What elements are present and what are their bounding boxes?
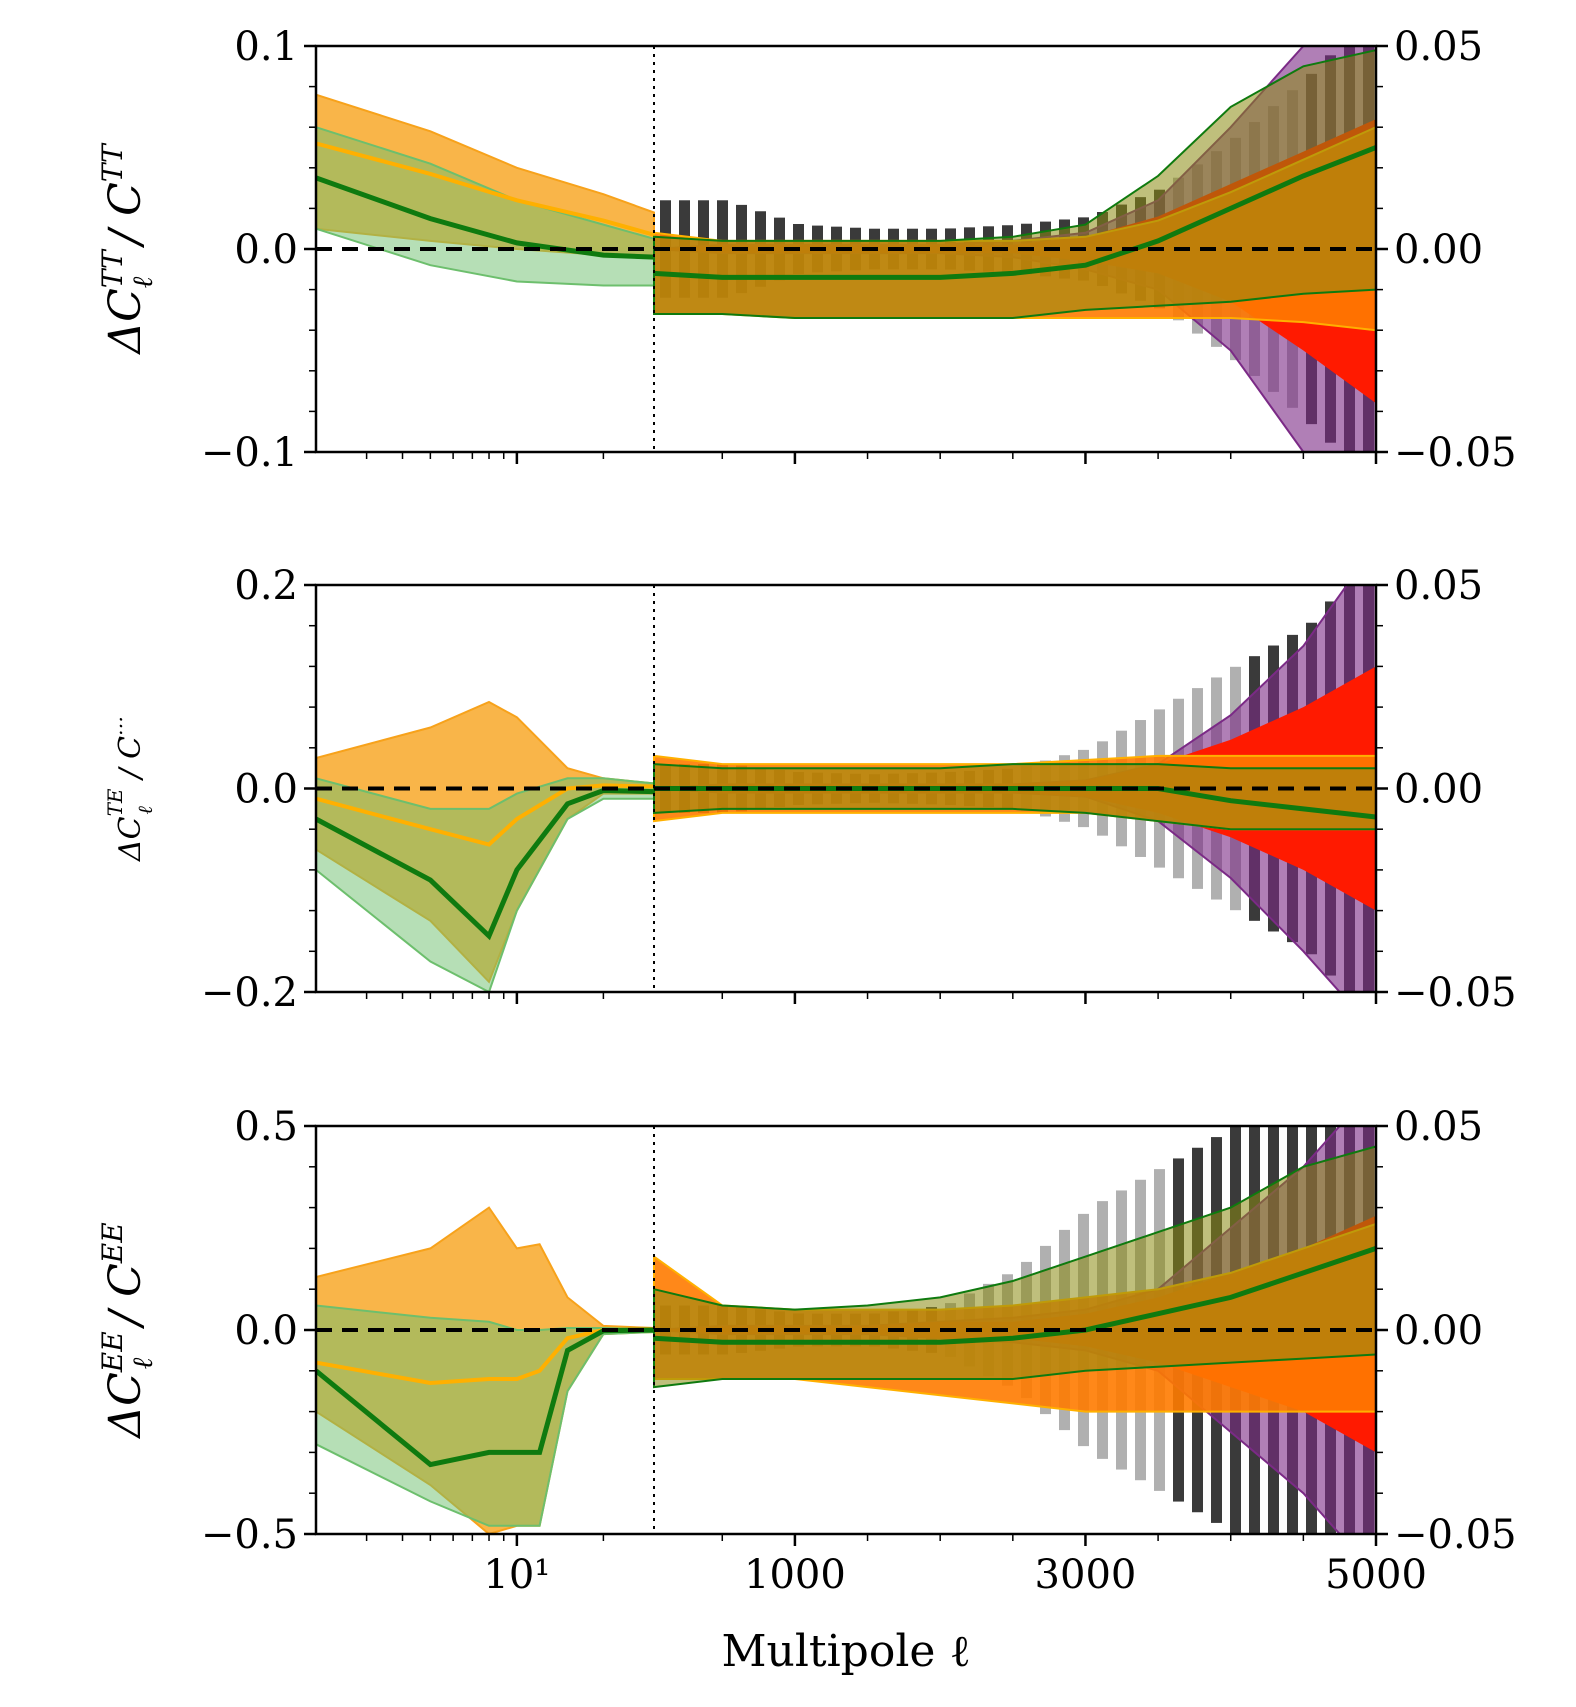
panel-ee: 0.5 0.0 −0.5 0.05 0.00 −0.05 ΔCEEℓ / CEE bbox=[96, 1104, 1517, 1558]
y-axis-label: ΔCTE ℓ / C… bbox=[103, 716, 157, 862]
green-band-high-ell bbox=[653, 49, 1376, 319]
green-band-high-ell bbox=[653, 1145, 1376, 1389]
x-axis-label: Multipole ℓ bbox=[721, 1626, 970, 1677]
panel-te: 0.2 0.0 −0.2 0.05 0.00 −0.05 ΔCTE ℓ / C… bbox=[103, 563, 1517, 1016]
green-line-high-ell bbox=[653, 1246, 1376, 1345]
y-tick-label-left: 0.5 bbox=[234, 1104, 298, 1150]
y-tick-label-right: 0.00 bbox=[1394, 767, 1483, 813]
x-tick-label: 10¹ bbox=[483, 1552, 550, 1598]
green-band-high-ell bbox=[653, 763, 1376, 831]
y-tick-label-right: 0.00 bbox=[1394, 227, 1483, 273]
y-tick-label-left: 0.2 bbox=[234, 563, 298, 609]
y-tick-label-right: 0.05 bbox=[1394, 24, 1483, 70]
y-tick-label-left: −0.2 bbox=[201, 970, 298, 1016]
y-tick-label-left: −0.5 bbox=[201, 1512, 298, 1558]
y-axis-label: ΔCTTℓ / CTT bbox=[96, 142, 159, 356]
y-tick-label-right: 0.00 bbox=[1394, 1308, 1483, 1354]
orange-line-low-ell bbox=[316, 783, 655, 847]
x-tick-label: 3000 bbox=[1035, 1552, 1137, 1598]
y-tick-label-right: −0.05 bbox=[1394, 1512, 1517, 1558]
orange-line-low-ell bbox=[316, 141, 655, 237]
green-band-low-ell bbox=[316, 1304, 655, 1527]
y-tick-label-right: −0.05 bbox=[1394, 430, 1517, 476]
plot-area bbox=[316, 1126, 1376, 1534]
y-axis-label: ΔCEEℓ / CEE bbox=[96, 1222, 159, 1439]
y-tick-label-left: 0.0 bbox=[234, 227, 298, 273]
y-tick-label-left: 0.0 bbox=[234, 1308, 298, 1354]
y-tick-label-left: 0.0 bbox=[234, 767, 298, 813]
y-tick-label-right: 0.05 bbox=[1394, 563, 1483, 609]
x-tick-label: 5000 bbox=[1325, 1552, 1427, 1598]
y-tick-label-right: 0.05 bbox=[1394, 1104, 1483, 1150]
y-tick-label-left: −0.1 bbox=[201, 430, 298, 476]
panel-tt: 0.1 0.0 −0.1 0.05 0.00 −0.05 ΔCTTℓ / CTT bbox=[96, 24, 1517, 476]
green-line-low-ell bbox=[316, 1327, 655, 1468]
x-tick-label: 1000 bbox=[744, 1552, 846, 1598]
y-tick-label-right: −0.05 bbox=[1394, 970, 1517, 1016]
green-line-high-ell bbox=[653, 145, 1376, 280]
green-line-low-ell bbox=[316, 175, 655, 260]
y-tick-label-left: 0.1 bbox=[234, 24, 298, 70]
